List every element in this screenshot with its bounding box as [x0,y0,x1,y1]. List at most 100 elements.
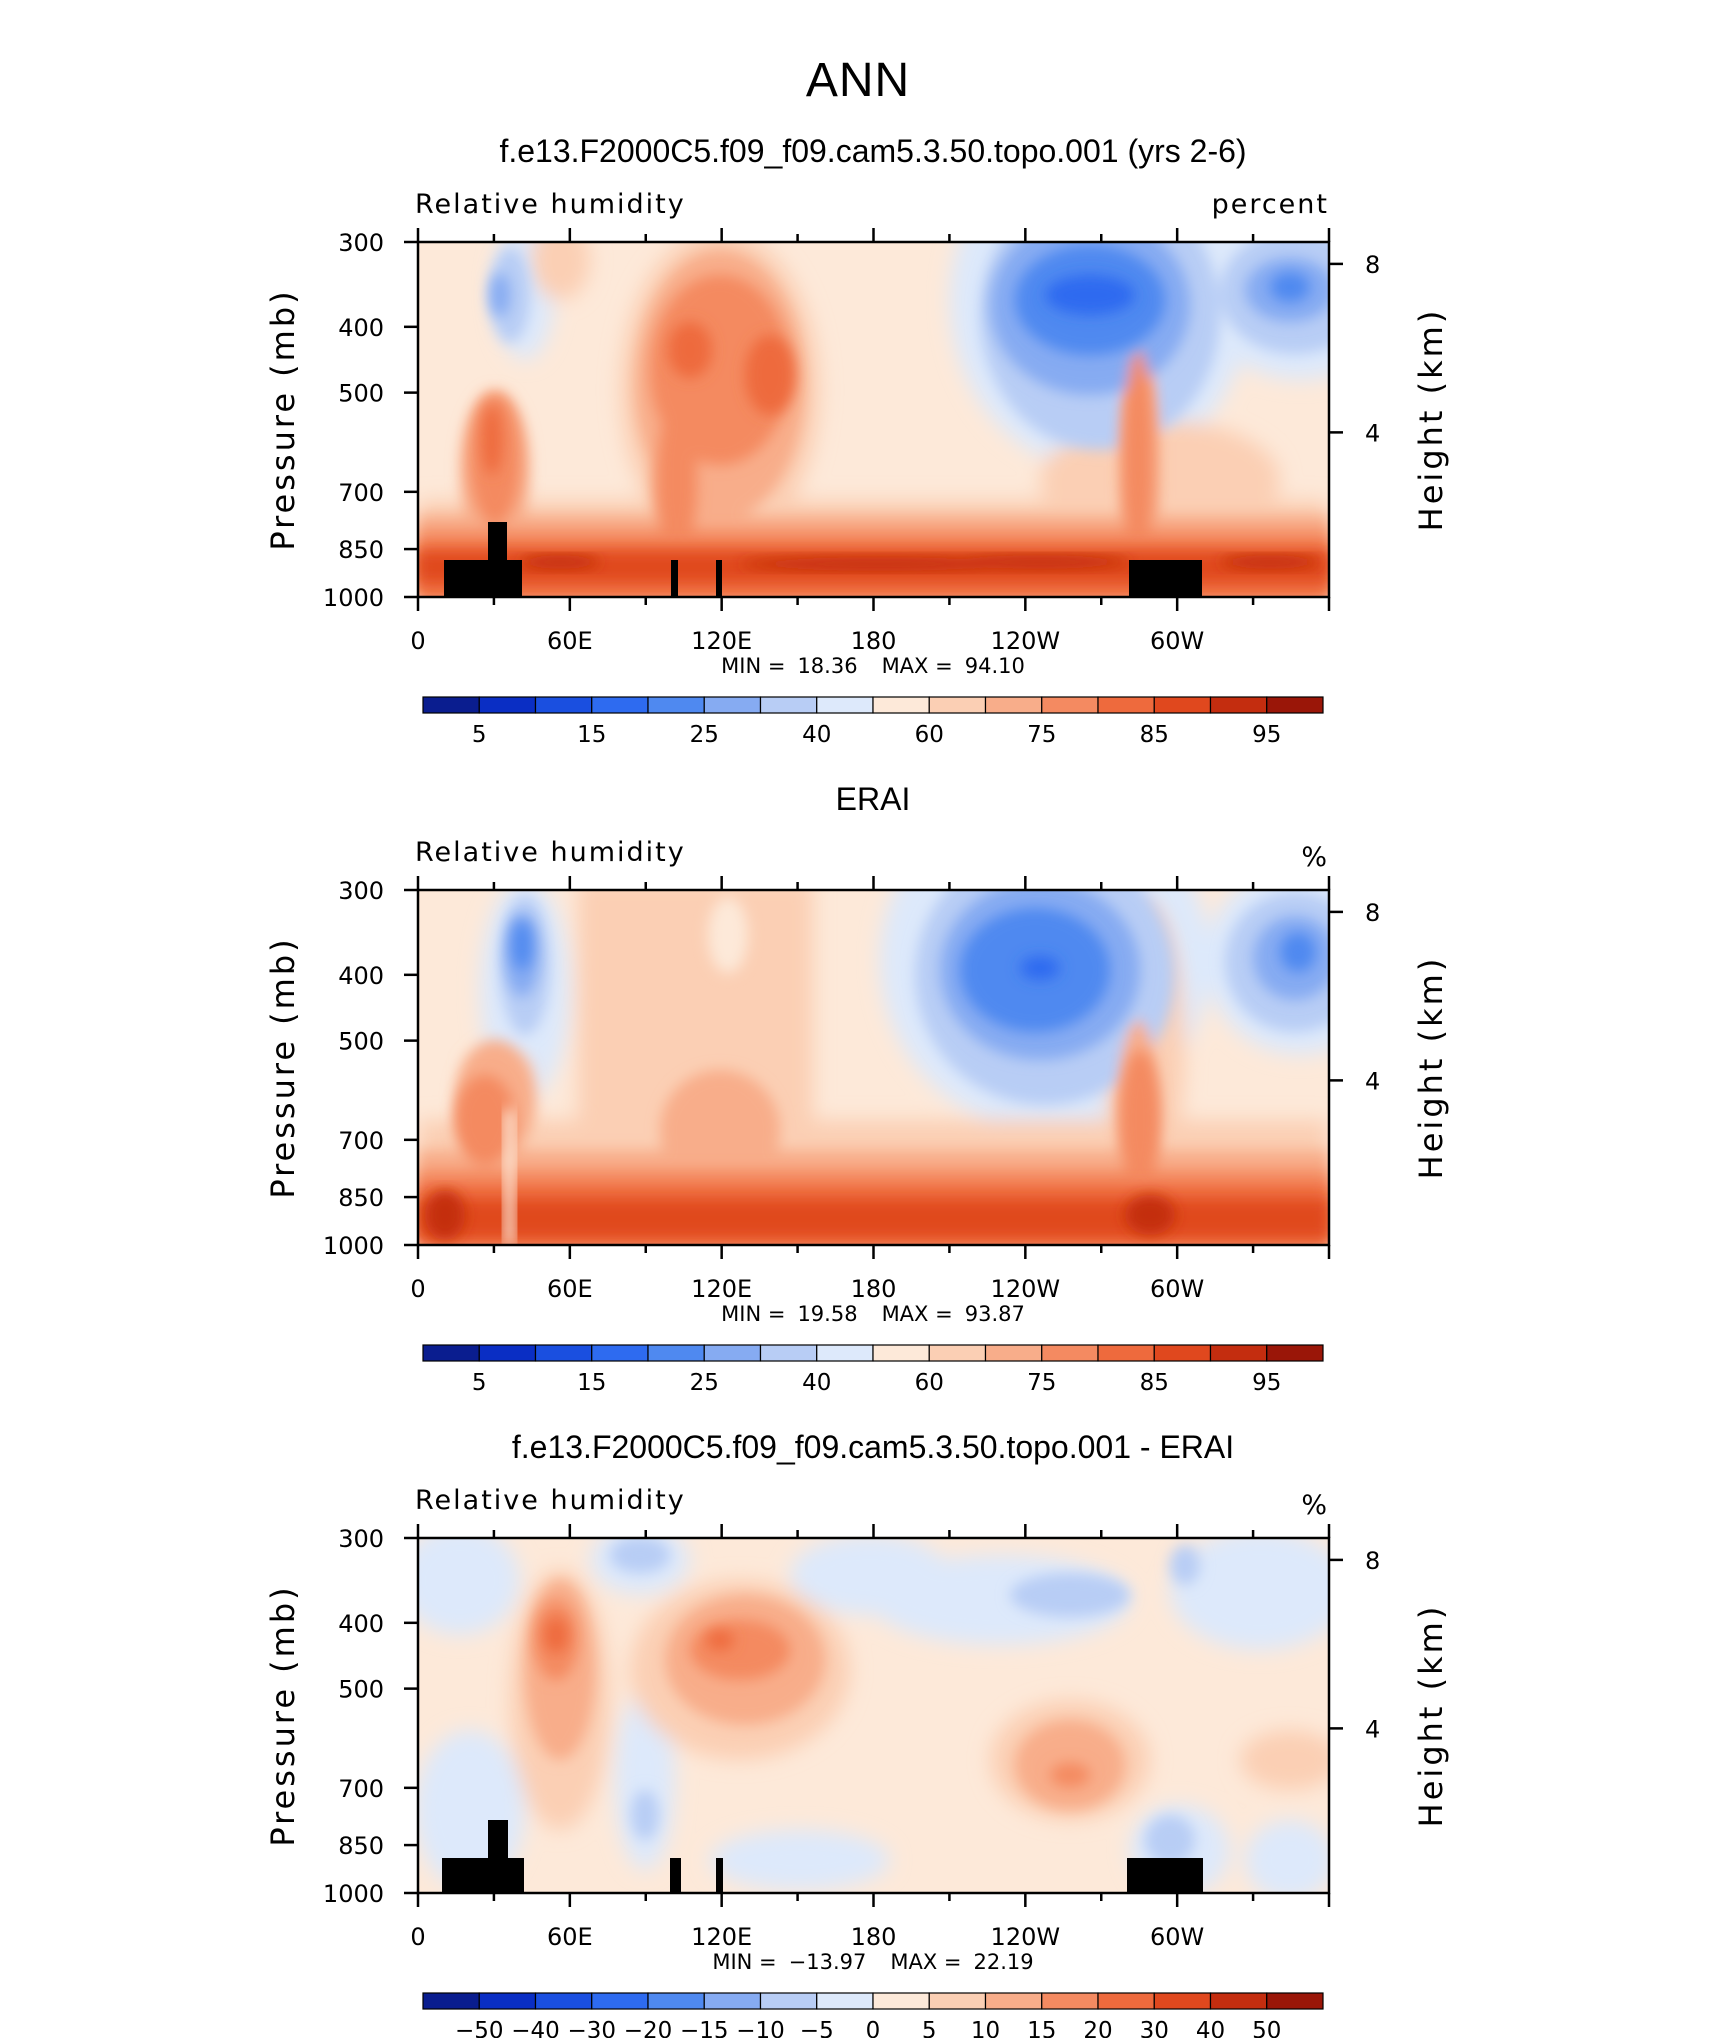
colorbar-label: 5 [472,722,487,748]
min-max-stats: MIN = 19.58 MAX = 93.87 [721,1302,1025,1326]
colorbar-label: 0 [866,2018,881,2038]
colorbar-swatch [591,1344,649,1362]
min-label: MIN = [721,1302,785,1326]
colorbar-swatch [759,696,818,714]
colorbar-label: 40 [1196,2018,1225,2038]
panel-1-right-label: percent [1212,189,1329,220]
colorbar-swatch [422,696,480,714]
height-axis-title: Height (km) [1412,1604,1450,1828]
y-tick-label: 1000 [323,1232,384,1260]
panel-1-axes: 0 60E 120E 180 120W 60W 300 400 500 700 850 1000 8 4 P… [264,228,1450,678]
x-tick-label: 120E [691,1275,752,1303]
colorbar-swatch [1097,696,1155,714]
panel-2: ERAI Relative humidity % [264,781,1450,1396]
x-tick-label: 60W [1150,627,1204,655]
x-tick-label: 60E [547,627,593,655]
colorbar-swatch [1209,1992,1268,2010]
colorbar-label: −50 [455,2018,504,2038]
colorbar-swatch [422,1992,480,2010]
colorbar-label: 60 [915,1370,944,1396]
x-tick-label: 120W [991,1923,1061,1951]
panel-2-right-label: % [1301,842,1329,873]
x-tick-label: 120E [691,1923,752,1951]
colorbar-label: 75 [1027,1370,1056,1396]
height-tick-label: 8 [1365,899,1380,927]
y-tick-label: 700 [338,1775,384,1803]
colorbar-swatch [1209,1344,1268,1362]
min-label: MIN = [712,1950,776,1974]
x-tick-label: 120W [991,627,1061,655]
panel-3: f.e13.F2000C5.f09_f09.cam5.3.50.topo.001… [264,1429,1450,2038]
x-tick-label: 0 [410,1923,425,1951]
x-tick-label: 120E [691,627,752,655]
panel-2-colorbar: 5 15 25 40 60 75 85 95 [422,1344,1324,1396]
y-tick-label: 850 [338,536,384,564]
y-tick-label: 500 [338,380,384,408]
colorbar-swatch [703,696,762,714]
y-axis-title: Pressure (mb) [264,936,302,1198]
colorbar-swatch [984,696,1043,714]
colorbar-label: 20 [1083,2018,1112,2038]
colorbar-swatch [478,696,537,714]
colorbar-swatch [478,1992,537,2010]
min-value: −13.97 [789,1950,867,1974]
panel-1-topography [444,522,1202,597]
max-label: MAX = [882,1302,953,1326]
y-tick-label: 700 [338,479,384,507]
figure-title: ANN [806,54,910,107]
y-tick-label: 1000 [323,584,384,612]
colorbar-swatch [1266,696,1324,714]
y-axis-title: Pressure (mb) [264,288,302,550]
colorbar-swatch [1153,1344,1212,1362]
panel-3-axes: 0 60E 120E 180 120W 60W 300 400 500 700 850 1000 8 4 P… [264,1524,1450,1974]
height-axis-title: Height (km) [1412,308,1450,532]
colorbar-label: −40 [511,2018,560,2038]
max-value: 93.87 [965,1302,1025,1326]
colorbar-swatch [647,1344,705,1362]
colorbar-swatch [816,696,874,714]
min-max-stats: MIN = −13.97 MAX = 22.19 [712,1950,1033,1974]
y-tick-label: 400 [338,1610,384,1638]
colorbar-label: 60 [915,722,944,748]
colorbar-swatch [872,696,930,714]
colorbar-swatch [1153,1992,1212,2010]
y-tick-label: 850 [338,1832,384,1860]
x-tick-label: 60W [1150,1923,1204,1951]
panel-3-left-label: Relative humidity [415,1485,686,1516]
panel-1: f.e13.F2000C5.f09_f09.cam5.3.50.topo.001… [264,133,1450,748]
colorbar-swatch [591,1992,649,2010]
y-tick-label: 400 [338,962,384,990]
colorbar-swatch [534,1992,593,2010]
colorbar-swatch [422,1344,480,1362]
y-axis-title: Pressure (mb) [264,1584,302,1846]
x-tick-label: 120W [991,1275,1061,1303]
colorbar-label: 40 [802,1370,831,1396]
panel-1-left-label: Relative humidity [415,189,686,220]
colorbar-swatch [703,1992,762,2010]
colorbar-label: 50 [1252,2018,1281,2038]
panel-1-field [418,242,1329,597]
colorbar-swatch [1209,696,1268,714]
min-value: 18.36 [797,654,857,678]
panel-2-axes: 0 60E 120E 180 120W 60W 300 400 500 700 850 1000 8 4 P… [264,876,1450,1326]
y-tick-label: 400 [338,314,384,342]
panel-2-field [418,890,1329,1245]
colorbar-swatch [647,696,705,714]
colorbar-swatch [1266,1344,1324,1362]
height-tick-label: 8 [1365,1547,1380,1575]
colorbar-swatch [984,1992,1043,2010]
x-tick-label: 180 [851,627,897,655]
max-value: 94.10 [965,654,1025,678]
colorbar-swatch [1153,696,1212,714]
x-tick-label: 0 [410,627,425,655]
colorbar-label: −10 [736,2018,785,2038]
colorbar-label: 5 [472,1370,487,1396]
colorbar-swatch [1266,1992,1324,2010]
panel-3-right-label: % [1301,1490,1329,1521]
max-value: 22.19 [974,1950,1034,1974]
colorbar-swatch [816,1344,874,1362]
x-tick-label: 180 [851,1923,897,1951]
colorbar-swatch [928,1344,987,1362]
colorbar-swatch [591,696,649,714]
